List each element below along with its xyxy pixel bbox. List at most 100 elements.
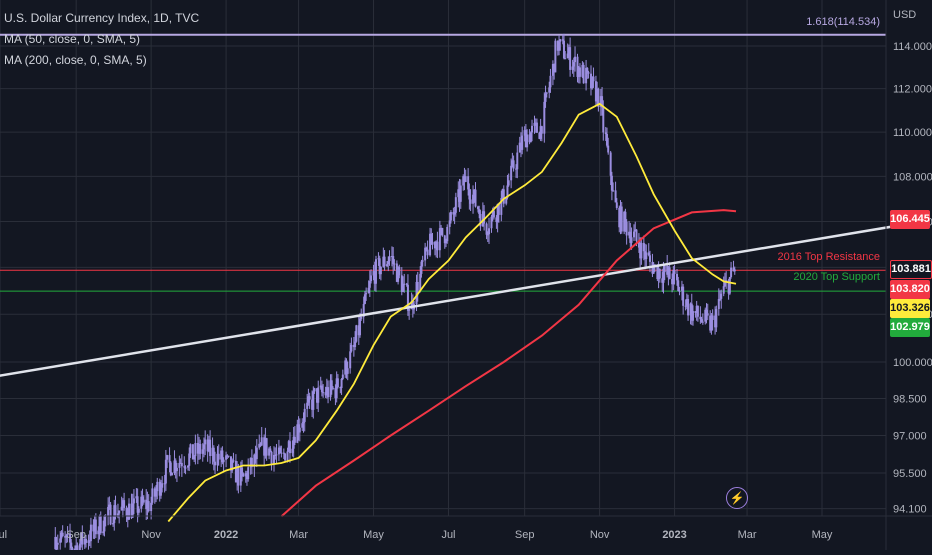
price-candle-body	[492, 210, 495, 218]
price-candle-body	[657, 268, 660, 280]
y-tick-label: 108.000	[893, 171, 932, 183]
price-candle-body	[610, 175, 613, 191]
price-candle-body	[732, 267, 735, 272]
price-candle-body	[528, 134, 531, 143]
price-candle-body	[206, 439, 209, 452]
price-candle-body	[97, 530, 100, 535]
price-candle-body	[320, 385, 323, 393]
price-candle-body	[214, 461, 217, 466]
price-candle-body	[231, 460, 234, 471]
price-candle-body	[64, 536, 67, 538]
price-candle-body	[511, 160, 514, 166]
price-candle-body	[473, 189, 476, 195]
price-candle-body	[571, 66, 574, 70]
price-candle-body	[433, 241, 436, 249]
price-candle-body	[687, 299, 690, 316]
price-candle-body	[551, 63, 554, 76]
price-candle-body	[652, 267, 655, 274]
legend-ma200[interactable]: MA (200, close, 0, SMA, 5)	[4, 53, 147, 67]
price-candle-body	[263, 437, 266, 456]
price-candle-body	[689, 303, 692, 316]
price-candle-body	[564, 58, 567, 60]
flash-icon[interactable]: ⚡	[726, 487, 748, 509]
price-candle-body	[273, 454, 275, 464]
price-candle-body	[169, 462, 172, 476]
ma50-line	[167, 102, 737, 523]
price-candle-body	[163, 483, 166, 485]
price-candle-body	[441, 227, 444, 236]
price-candle-body	[303, 408, 306, 422]
price-candle-body	[497, 203, 500, 215]
price-candle-body	[88, 540, 91, 542]
price-candle-body	[107, 506, 110, 516]
price-candle-body	[648, 255, 651, 262]
price-candle-body	[113, 505, 116, 524]
price-candle-body	[118, 510, 121, 514]
price-candle-body	[400, 275, 403, 292]
price-candle-body	[629, 231, 632, 243]
price-candle-body	[150, 502, 153, 512]
price-candle-body	[287, 441, 290, 452]
price-candle-body	[128, 503, 131, 520]
price-candle-body	[377, 258, 380, 260]
price-candle-body	[614, 190, 617, 203]
price-candle-body	[733, 269, 736, 272]
currency-label: USD	[893, 9, 917, 21]
price-candle-body	[605, 134, 608, 146]
price-candle-body	[147, 501, 150, 512]
price-candle-body	[239, 467, 242, 486]
legend-ma50[interactable]: MA (50, close, 0, SMA, 5)	[4, 32, 141, 46]
price-candle-body	[453, 212, 456, 215]
price-candle-body	[581, 64, 584, 77]
price-candle-body	[562, 40, 565, 59]
price-candle-body	[112, 523, 115, 525]
legend: U.S. Dollar Currency Index, 1D, TVC MA (…	[4, 8, 199, 71]
price-candle-body	[516, 152, 519, 170]
price-candle-body	[561, 39, 564, 41]
price-candle-body	[501, 189, 504, 199]
price-candle-body	[201, 449, 204, 454]
price-candle-body	[507, 180, 510, 186]
price-candle-body	[678, 290, 681, 292]
price-candle-body	[121, 500, 124, 507]
price-candle-body	[634, 229, 637, 232]
price-candle-body	[558, 41, 561, 51]
price-candle-body	[722, 286, 725, 294]
price-candle-body	[700, 319, 703, 322]
price-candle-body	[199, 443, 202, 454]
price-candle-body	[462, 176, 465, 186]
price-candle-body	[226, 455, 229, 457]
price-candle-body	[268, 448, 271, 456]
price-candle-body	[440, 227, 443, 229]
price-candle-body	[500, 198, 503, 215]
y-tick-label: 97.000	[893, 430, 927, 442]
price-candle-body	[132, 498, 135, 504]
price-candle-body	[155, 491, 158, 497]
price-candle-body	[136, 496, 139, 513]
price-candle-body	[677, 280, 680, 292]
price-candle-body	[186, 465, 189, 468]
price-candle-body	[727, 280, 730, 294]
price-candle-body	[365, 293, 368, 295]
price-candle-body	[109, 504, 112, 525]
price-candle-body	[673, 270, 676, 274]
price-candle-body	[350, 344, 353, 352]
price-candle-body	[94, 519, 97, 535]
price-candle-body	[302, 421, 305, 424]
price-candle-body	[625, 221, 628, 236]
price-candle-body	[582, 64, 585, 84]
price-candle-body	[518, 142, 521, 153]
price-candle-body	[661, 278, 664, 283]
price-candle-body	[710, 319, 713, 331]
price-candle-body	[719, 298, 722, 300]
price-candle-body	[103, 516, 106, 532]
price-candle-body	[367, 287, 370, 294]
price-candle-body	[615, 202, 618, 208]
price-candle-body	[340, 378, 343, 389]
price-candle-body	[159, 487, 162, 496]
price-candle-body	[116, 513, 119, 517]
price-candle-body	[559, 39, 562, 42]
price-candle-body	[180, 462, 183, 467]
